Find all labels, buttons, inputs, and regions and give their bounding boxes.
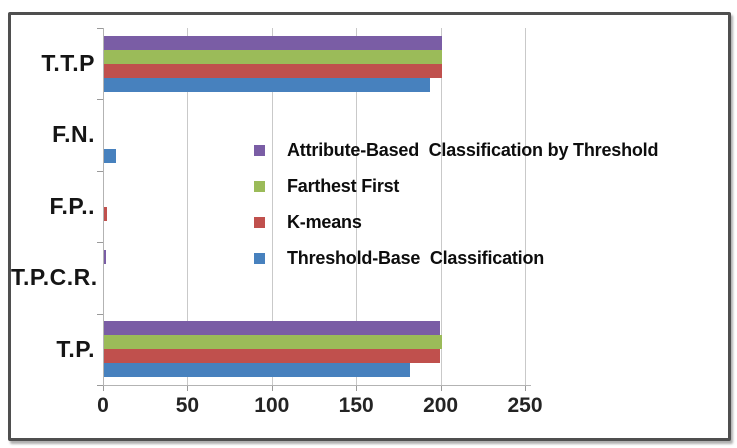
x-axis-line bbox=[97, 385, 531, 386]
bar bbox=[104, 349, 440, 364]
category-label: T.T.P bbox=[41, 50, 95, 76]
bar bbox=[104, 77, 430, 92]
bar bbox=[104, 363, 410, 378]
x-tick-label: 200 bbox=[423, 394, 459, 417]
legend-label: K-means bbox=[287, 212, 362, 232]
y-axis-tick bbox=[97, 242, 103, 244]
legend-swatch bbox=[254, 252, 265, 264]
bar bbox=[104, 335, 442, 350]
legend-swatch bbox=[254, 216, 265, 228]
x-tick-label: 0 bbox=[97, 394, 109, 417]
x-axis-tick bbox=[271, 385, 273, 391]
y-axis-tick bbox=[97, 99, 103, 101]
gridline bbox=[271, 28, 273, 385]
category-label: T.P. bbox=[56, 335, 95, 362]
x-axis-tick bbox=[356, 385, 358, 391]
x-tick-label: 250 bbox=[507, 394, 543, 417]
chart-frame: 0 50 100 150 200 250 T.T.P F.N. F.P.. T.P.C.R. T.P… bbox=[8, 12, 731, 441]
gridline bbox=[356, 28, 358, 385]
x-axis-tick bbox=[187, 385, 189, 391]
legend-label: Farthest First bbox=[287, 176, 400, 196]
bar-chart: 0 50 100 150 200 250 T.T.P F.N. F.P.. T.P.C.R. T.P… bbox=[11, 15, 728, 438]
x-axis-tick bbox=[103, 385, 104, 391]
bar bbox=[104, 249, 106, 264]
legend-label: Threshold-Base Classification bbox=[287, 248, 545, 268]
gridline bbox=[187, 28, 189, 385]
y-axis-tick bbox=[97, 385, 103, 386]
legend-label: Attribute-Based Classification by Thresh… bbox=[287, 140, 659, 160]
x-tick-label: 100 bbox=[254, 394, 290, 417]
category-label: T.P.C.R. bbox=[11, 264, 98, 291]
x-tick-label: 50 bbox=[175, 394, 200, 417]
x-axis-tick bbox=[525, 385, 526, 391]
bar bbox=[104, 49, 442, 64]
category-label: F.P.. bbox=[49, 192, 95, 219]
category-label: F.N. bbox=[52, 121, 95, 148]
bar bbox=[104, 35, 442, 50]
x-axis-tick bbox=[440, 385, 442, 391]
bar bbox=[104, 149, 116, 164]
gridline bbox=[440, 28, 442, 385]
legend-swatch bbox=[254, 180, 265, 192]
bar bbox=[104, 321, 440, 336]
bar bbox=[104, 63, 442, 78]
y-axis-tick bbox=[97, 313, 103, 315]
y-axis-tick bbox=[97, 170, 103, 172]
gridline bbox=[525, 28, 526, 385]
y-axis-tick bbox=[97, 28, 103, 29]
bar bbox=[104, 206, 108, 221]
y-axis-line bbox=[103, 28, 104, 385]
x-tick-label: 150 bbox=[338, 394, 374, 417]
legend-swatch bbox=[254, 144, 265, 156]
